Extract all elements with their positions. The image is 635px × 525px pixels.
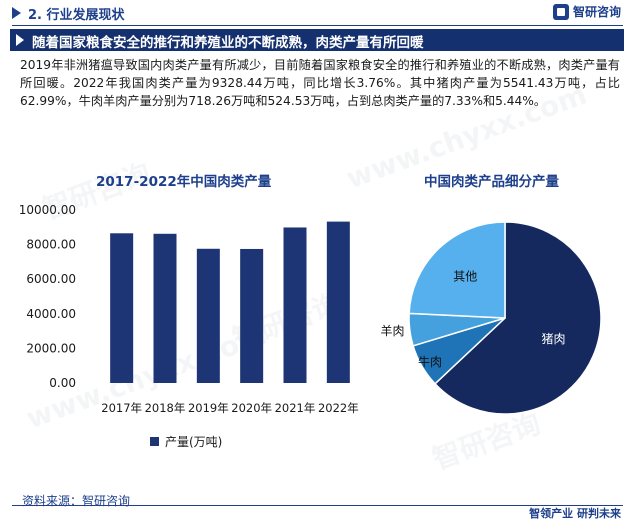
bar-chart-legend: 产量(万吨) xyxy=(150,433,222,450)
divider xyxy=(12,505,623,506)
x-tick-label: 2019年 xyxy=(188,401,229,415)
source-note: 资料来源：智研咨询 xyxy=(22,494,131,508)
bar-chart-title: 2017-2022年中国肉类产量 xyxy=(96,174,272,190)
x-tick-label: 2018年 xyxy=(145,401,186,415)
title-marker-icon xyxy=(16,34,24,46)
divider xyxy=(12,25,623,26)
y-tick-label: 2000.00 xyxy=(26,341,76,355)
section-heading: 2. 行业发展现状 xyxy=(28,8,125,23)
logo-text: 智研咨询 xyxy=(572,5,621,19)
section-marker-icon xyxy=(12,7,21,19)
page-title: 随着国家粮食安全的推行和养殖业的不断成熟，肉类产量有所回暖 xyxy=(32,35,424,51)
pie-chart-title: 中国肉类产品细分产量 xyxy=(424,174,559,190)
x-tick-label: 2021年 xyxy=(275,401,316,415)
summary-paragraph: 2019年非洲猪瘟导致国内肉类产量有所减少，目前随着国家粮食安全的推行和养殖业的… xyxy=(20,58,620,108)
bar xyxy=(110,233,134,383)
brand-logo: 智研咨询 xyxy=(552,3,621,20)
title-banner: 随着国家粮食安全的推行和养殖业的不断成熟，肉类产量有所回暖 xyxy=(10,29,624,51)
y-tick-label: 4000.00 xyxy=(26,307,76,321)
y-tick-label: 6000.00 xyxy=(26,272,76,286)
watermark: 智研咨询 xyxy=(38,156,155,227)
pie-slice-beef xyxy=(412,317,506,385)
pie-label: 羊肉 xyxy=(380,323,404,338)
pie-label: 牛肉 xyxy=(418,354,442,369)
pie-label: 猪肉 xyxy=(541,332,565,346)
pie-slice-pork xyxy=(433,221,602,415)
x-tick-label: 2022年 xyxy=(318,401,359,415)
pie-slice-mutton xyxy=(408,312,506,347)
watermark: www.chyxx.com xyxy=(21,317,272,436)
watermark: 智研咨询 xyxy=(428,406,545,477)
top-bar: 2. 行业发展现状 智研咨询 xyxy=(0,0,635,26)
legend-swatch xyxy=(150,437,159,446)
footer-slogan: 智领产业 研判未来 xyxy=(529,507,621,520)
x-tick-label: 2020年 xyxy=(231,401,272,415)
y-tick-label: 8000.00 xyxy=(26,238,76,252)
logo-icon xyxy=(552,3,569,20)
pie-slice-other xyxy=(408,221,506,319)
pie-label: 其他 xyxy=(453,269,477,283)
legend-label: 产量(万吨) xyxy=(165,435,223,449)
